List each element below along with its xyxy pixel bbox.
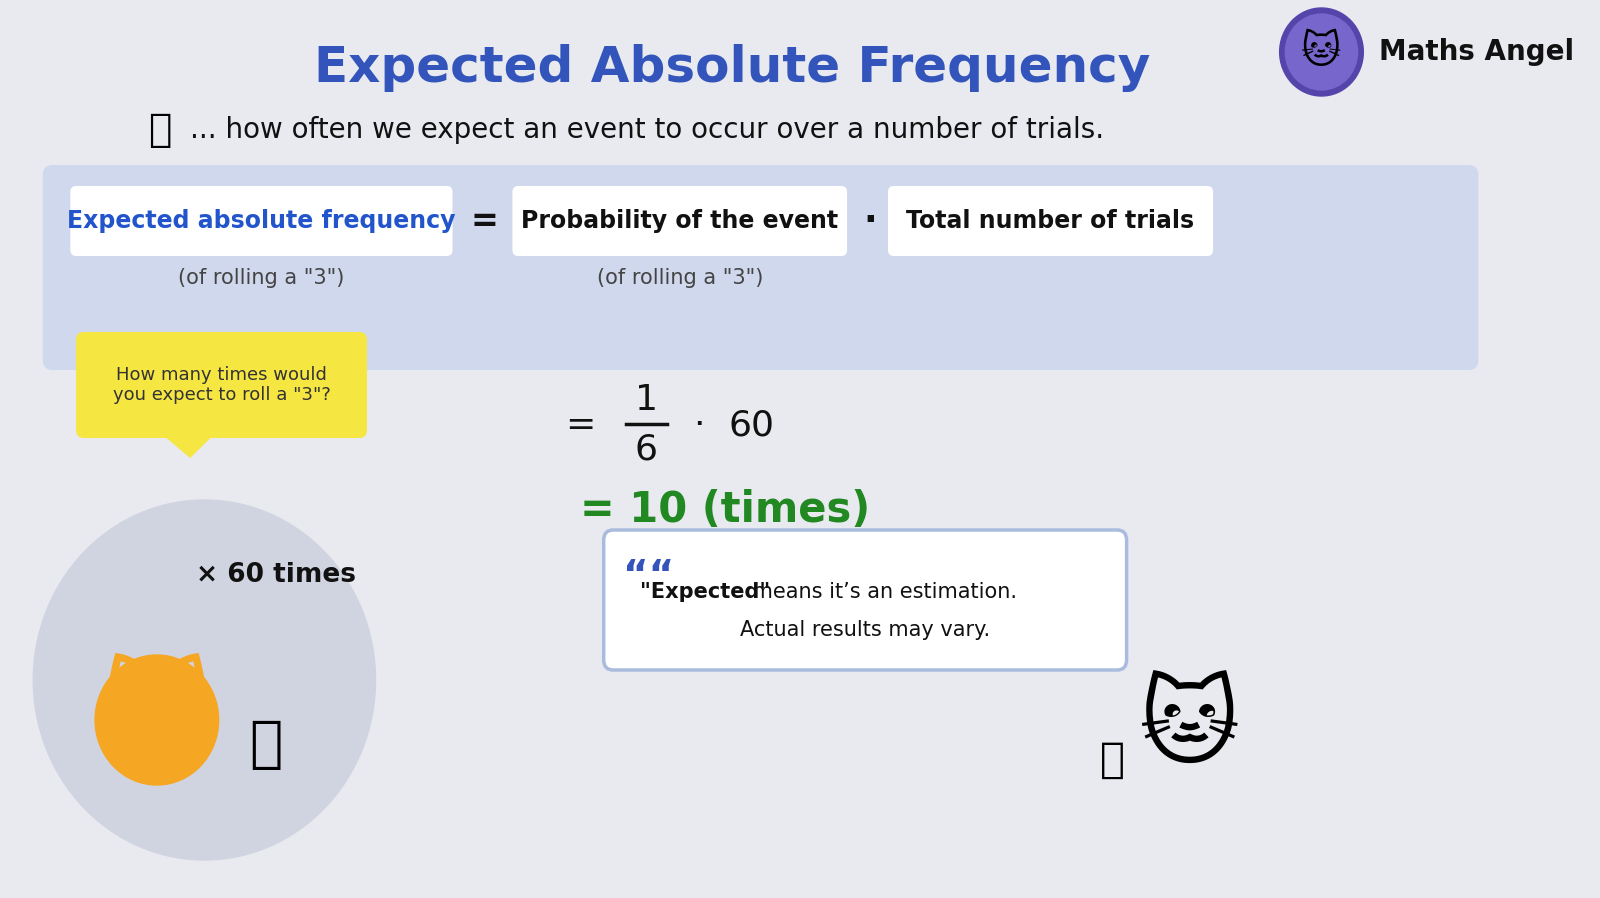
Text: Expected Absolute Frequency: Expected Absolute Frequency <box>314 44 1150 92</box>
Circle shape <box>34 500 376 860</box>
Circle shape <box>1285 14 1358 90</box>
Text: =: = <box>470 205 499 237</box>
Text: 🎲: 🎲 <box>250 718 283 772</box>
FancyBboxPatch shape <box>77 332 366 438</box>
Text: 🔍: 🔍 <box>1099 739 1125 781</box>
Text: Maths Angel: Maths Angel <box>1379 38 1574 66</box>
Circle shape <box>1280 8 1363 96</box>
Text: Probability of the event: Probability of the event <box>522 209 838 233</box>
Text: Actual results may vary.: Actual results may vary. <box>741 620 990 640</box>
Text: 🐱: 🐱 <box>99 666 214 773</box>
Polygon shape <box>157 430 219 458</box>
Text: ... how often we expect an event to occur over a number of trials.: ... how often we expect an event to occu… <box>190 116 1104 144</box>
Text: ·: · <box>862 204 877 238</box>
Text: 🐱: 🐱 <box>1301 33 1342 71</box>
Circle shape <box>94 655 219 785</box>
Text: How many times would
you expect to roll a "3"?: How many times would you expect to roll … <box>112 365 331 404</box>
Text: × 60 times: × 60 times <box>195 562 355 588</box>
Text: 60: 60 <box>728 408 774 442</box>
Text: (of rolling a "3"): (of rolling a "3") <box>178 268 344 288</box>
FancyBboxPatch shape <box>70 186 453 256</box>
Text: ·: · <box>693 408 704 442</box>
FancyBboxPatch shape <box>512 186 846 256</box>
Text: 6: 6 <box>635 433 658 467</box>
Text: =: = <box>565 408 595 442</box>
Text: = 10 (times): = 10 (times) <box>579 489 870 531</box>
Text: 🐱: 🐱 <box>1138 683 1238 777</box>
FancyBboxPatch shape <box>603 530 1126 670</box>
Text: ““: ““ <box>622 558 674 596</box>
FancyBboxPatch shape <box>888 186 1213 256</box>
Text: means it’s an estimation.: means it’s an estimation. <box>746 582 1018 602</box>
Text: "Expected": "Expected" <box>640 582 770 602</box>
Text: 1: 1 <box>635 383 658 417</box>
Text: 🎯: 🎯 <box>149 111 171 149</box>
FancyBboxPatch shape <box>43 165 1478 370</box>
Text: Total number of trials: Total number of trials <box>907 209 1195 233</box>
Text: Expected absolute frequency: Expected absolute frequency <box>67 209 456 233</box>
Text: (of rolling a "3"): (of rolling a "3") <box>597 268 763 288</box>
